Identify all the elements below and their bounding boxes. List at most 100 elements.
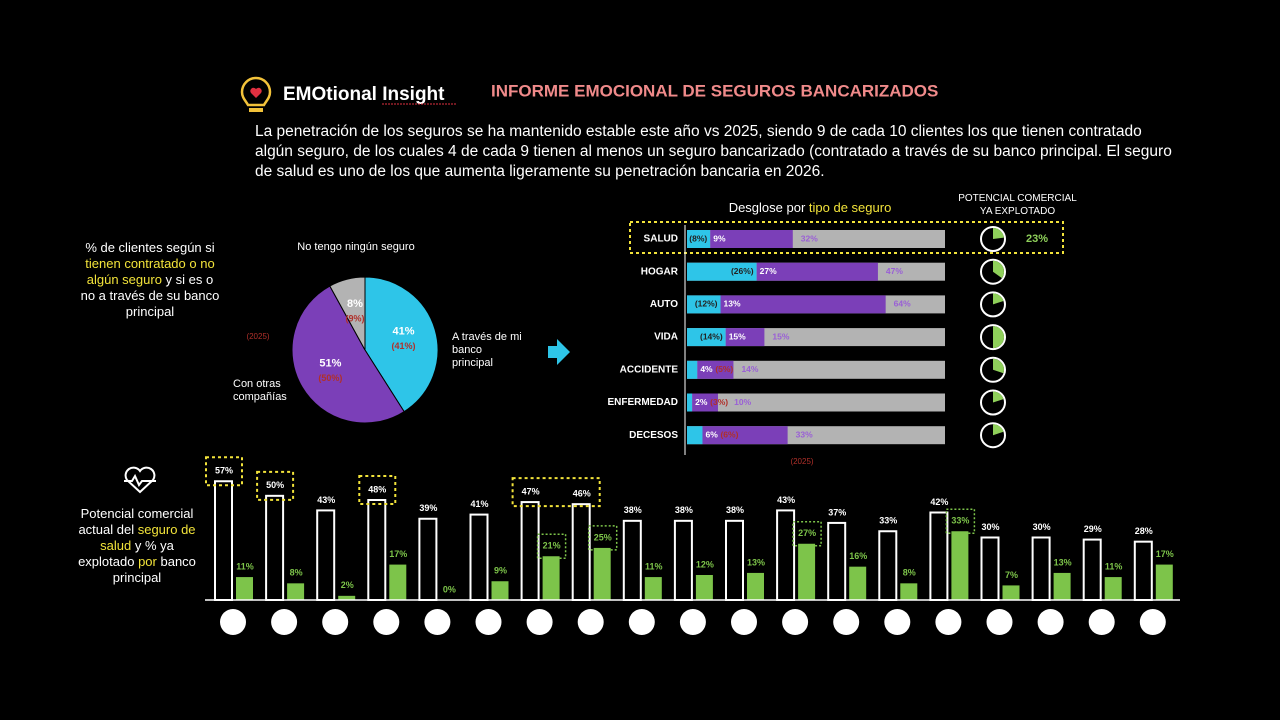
bank-logo: [526, 609, 553, 635]
bar-label: 9%: [494, 566, 507, 576]
potential-bar: [316, 509, 336, 601]
exploited-pie: [993, 326, 1004, 349]
bar-label: 11%: [645, 561, 663, 571]
potential-bar: [1082, 538, 1102, 601]
exploited-pie: [993, 391, 1004, 403]
potential-bar: [673, 519, 693, 601]
bar-label: 50%: [266, 480, 284, 490]
bar-segment: [756, 262, 878, 281]
bar-label: 38%: [675, 505, 693, 515]
bar-label: 41%: [470, 499, 488, 509]
exploited-bar: [695, 575, 713, 600]
potential-bar: [571, 503, 591, 601]
bar-label: 11%: [1105, 561, 1123, 571]
bar-label: 43%: [317, 495, 335, 505]
exploited-pie: [993, 424, 1004, 436]
segment-label: 13%: [724, 299, 741, 309]
title-part: Desglose por: [728, 200, 809, 215]
pie-category: No tengo ningún seguro: [297, 241, 415, 253]
segment-label: 32%: [801, 233, 818, 243]
category-label: SALUD: [644, 234, 678, 245]
title-part: y % ya explotado: [78, 538, 174, 569]
previous-label: (9%): [346, 313, 365, 323]
exploited-bar: [1155, 564, 1173, 600]
title-part: Potencial comercial actual del: [78, 506, 194, 537]
exploited-bar: [542, 556, 560, 600]
exploited-label: 23%: [1026, 233, 1048, 245]
exploited-bar: [1104, 577, 1122, 600]
bar-label: 38%: [726, 505, 744, 515]
bank-logo: [1037, 609, 1064, 635]
bar-segment: [687, 360, 698, 379]
previous-label: (6%): [720, 429, 738, 439]
bar-segment: [687, 230, 711, 248]
bar-segment: [687, 328, 726, 347]
bar-label: 13%: [747, 557, 765, 567]
previous-label: (5%): [715, 364, 733, 374]
bar-label: 11%: [236, 561, 254, 571]
bar-label: 13%: [1054, 557, 1072, 567]
intro-text: La penetración de los seguros se ha mant…: [255, 123, 1172, 180]
segment-label: 33%: [796, 429, 813, 439]
highlight-box: [945, 508, 976, 534]
slice-label: 51%: [319, 357, 341, 369]
potential-bar: [827, 521, 847, 602]
potential-bar: [878, 530, 898, 601]
bar-label: 48%: [368, 484, 386, 494]
segment-label: 27%: [760, 266, 777, 276]
potential-bar: [520, 501, 540, 602]
title-part: tienen contratado o no algún seguro: [85, 256, 215, 287]
bar-segment: [725, 328, 765, 347]
title-part: tipo de seguro: [808, 200, 892, 215]
exploited-bar: [491, 581, 509, 600]
bar-label: 21%: [543, 541, 561, 551]
segment-label: 14%: [741, 364, 758, 374]
bar-label: 47%: [522, 486, 540, 496]
bar-segment: [710, 230, 793, 248]
exploited-pie: [993, 358, 1004, 374]
highlight-box: [536, 533, 567, 559]
bank-logo: [782, 609, 809, 635]
bar-segment: [692, 393, 718, 412]
highlight-box: [587, 525, 618, 551]
bar-label: 27%: [798, 528, 816, 538]
bar-label: 43%: [777, 495, 795, 505]
bulb-icon: [240, 76, 272, 112]
bar-label: 17%: [389, 549, 407, 559]
category-label: DECESOS: [629, 430, 678, 441]
bar-label: 8%: [290, 568, 303, 578]
slice-label: 41%: [393, 326, 415, 338]
potential-bar: [776, 509, 796, 601]
bar-segment: [702, 426, 788, 445]
bar-segment: [687, 295, 721, 314]
title-part: y si es o no a través de su banco princi…: [80, 272, 220, 319]
segment-label: 4%: [700, 364, 713, 374]
bar-track: [687, 360, 945, 379]
highlight-box: [792, 521, 822, 547]
breakdown-title: Desglose por tipo de seguro: [660, 200, 960, 215]
bank-logo: [935, 609, 962, 635]
bar-label: 33%: [951, 516, 969, 526]
exploited-bar: [389, 564, 407, 600]
category-label: ENFERMEDAD: [607, 397, 678, 408]
highlight-box: [358, 475, 397, 505]
potential-bar: [418, 517, 438, 601]
potential-bar: [1133, 540, 1153, 602]
bar-label: 37%: [828, 507, 846, 517]
bar-label: 7%: [1005, 570, 1018, 580]
bar-label: 12%: [696, 559, 714, 569]
exploited-bar: [849, 566, 867, 600]
title-part: % de clientes según si: [85, 240, 215, 255]
exploited-pie: [993, 260, 1004, 279]
bar-label: 46%: [573, 489, 591, 499]
bank-logo: [322, 609, 349, 635]
exploited-bar: [1053, 572, 1071, 600]
potential-bar: [1031, 536, 1051, 601]
highlight-box: [629, 221, 1064, 254]
bank-logo: [373, 609, 400, 635]
exploited-bar: [236, 577, 253, 600]
previous-label: (26%): [731, 266, 754, 276]
bar-label: 39%: [419, 503, 437, 513]
